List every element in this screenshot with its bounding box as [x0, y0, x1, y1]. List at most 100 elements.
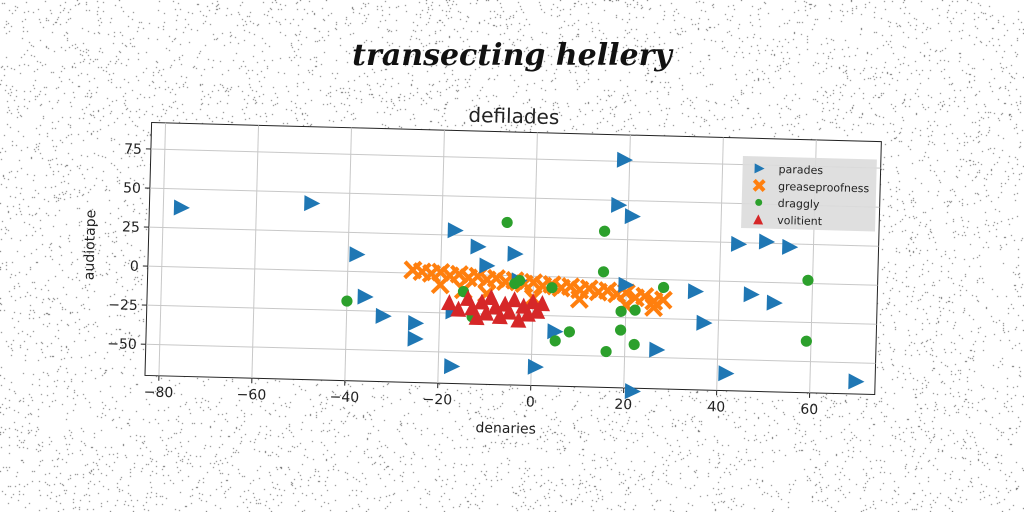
y-gridline — [145, 343, 876, 364]
parades-point — [349, 246, 366, 263]
x-gridline — [716, 137, 724, 391]
volitient-point — [534, 295, 551, 312]
x-gridline — [344, 127, 352, 381]
draggly-point — [615, 324, 627, 336]
parades-point — [782, 238, 799, 255]
parades-point — [407, 314, 425, 331]
x-tick-label: 40 — [707, 399, 725, 415]
legend-label-volitient: volitient — [777, 214, 823, 228]
data-marks — [173, 151, 865, 400]
parades-point — [375, 307, 392, 324]
draggly-point — [513, 274, 526, 287]
parades-point — [687, 283, 705, 300]
parades-point — [718, 365, 735, 382]
draggly-point — [563, 326, 575, 338]
parades-point — [611, 196, 628, 213]
greaseproofness-point — [430, 275, 450, 295]
draggly-point — [657, 281, 670, 294]
volitient-point — [491, 307, 508, 325]
y-tick-label: 50 — [123, 180, 141, 196]
parades-point — [696, 314, 713, 331]
series-parades — [173, 151, 865, 400]
parades-point — [479, 257, 496, 274]
volitient-point — [510, 311, 527, 328]
x-tick-label: −20 — [422, 392, 452, 409]
parades-point — [616, 151, 634, 168]
volitient-point — [468, 308, 485, 326]
parades-point — [447, 222, 464, 239]
x-axis-label: denaries — [475, 420, 536, 438]
parades-point — [730, 235, 748, 252]
x-gridline — [251, 125, 260, 379]
draggly-point — [598, 225, 611, 237]
parades-point — [304, 195, 321, 212]
x-tick-label: 60 — [800, 402, 818, 418]
parades-point — [848, 373, 865, 390]
x-tick-label: 20 — [614, 397, 632, 413]
legend-marker-greaseproofness — [752, 178, 766, 192]
parades-point — [624, 208, 641, 225]
y-tick-label: 75 — [124, 141, 142, 157]
parades-point — [624, 383, 641, 400]
x-gridline — [623, 135, 631, 388]
draggly-point — [615, 305, 627, 317]
legend: parades greaseproofness draggly volitient — [741, 156, 877, 232]
legend-label-draggly: draggly — [778, 197, 821, 211]
parades-point — [758, 233, 776, 250]
page-title: transecting hellery — [352, 38, 672, 73]
y-axis-label: audiotape — [81, 210, 99, 281]
volitient-point — [506, 291, 523, 308]
parades-point — [444, 358, 461, 375]
parades-point — [618, 276, 635, 293]
draggly-point — [597, 266, 610, 278]
y-tick-label: −25 — [108, 297, 138, 314]
draggly-point — [341, 295, 353, 307]
parades-point — [527, 358, 544, 375]
x-tick-label: −60 — [236, 387, 266, 404]
y-tick-label: 0 — [130, 259, 139, 275]
x-gridline — [530, 132, 538, 386]
series-draggly — [341, 216, 814, 358]
parades-point — [649, 341, 666, 358]
legend-label-parades: parades — [778, 163, 823, 177]
parades-point — [173, 199, 190, 216]
draggly-point — [501, 216, 513, 229]
axis-ticks: −80 −60 −40 −20 0 20 40 60 −50 −25 0 25 50 75 — [107, 141, 818, 418]
x-tick-label: −40 — [329, 389, 359, 406]
draggly-point — [546, 282, 558, 294]
x-tick-label: 0 — [526, 394, 535, 410]
parades-point — [407, 330, 424, 347]
parades-point — [357, 288, 374, 305]
volitient-point — [477, 304, 494, 321]
x-gridline — [158, 122, 167, 376]
x-gridline — [437, 130, 445, 384]
legend-box — [741, 156, 877, 232]
draggly-point — [800, 335, 812, 347]
draggly-point — [549, 335, 561, 347]
parades-point — [766, 294, 783, 311]
legend-label-greaseproofness: greaseproofness — [778, 180, 870, 195]
volitient-point — [441, 294, 458, 311]
parades-point — [507, 245, 524, 262]
parades-point — [743, 286, 760, 303]
chart-title: defilades — [468, 103, 559, 129]
legend-marker-parades — [754, 163, 765, 174]
volitient-point — [473, 293, 490, 310]
draggly-point — [629, 304, 641, 316]
volitient-point — [450, 300, 467, 317]
draggly-point — [628, 338, 640, 351]
x-tick-label: −80 — [144, 384, 174, 401]
legend-marker-volitient — [753, 214, 764, 225]
volitient-point — [501, 303, 518, 320]
y-tick-label: −50 — [107, 336, 137, 353]
draggly-point — [600, 345, 612, 358]
greaseproofness-point — [644, 297, 664, 318]
greaseproofness-point — [569, 289, 590, 309]
y-tick-label: 25 — [122, 219, 140, 235]
series-greaseproofness — [403, 260, 673, 318]
draggly-point — [802, 274, 814, 286]
parades-point — [470, 238, 487, 255]
series-volitient — [441, 289, 551, 328]
parades-point — [547, 323, 564, 340]
